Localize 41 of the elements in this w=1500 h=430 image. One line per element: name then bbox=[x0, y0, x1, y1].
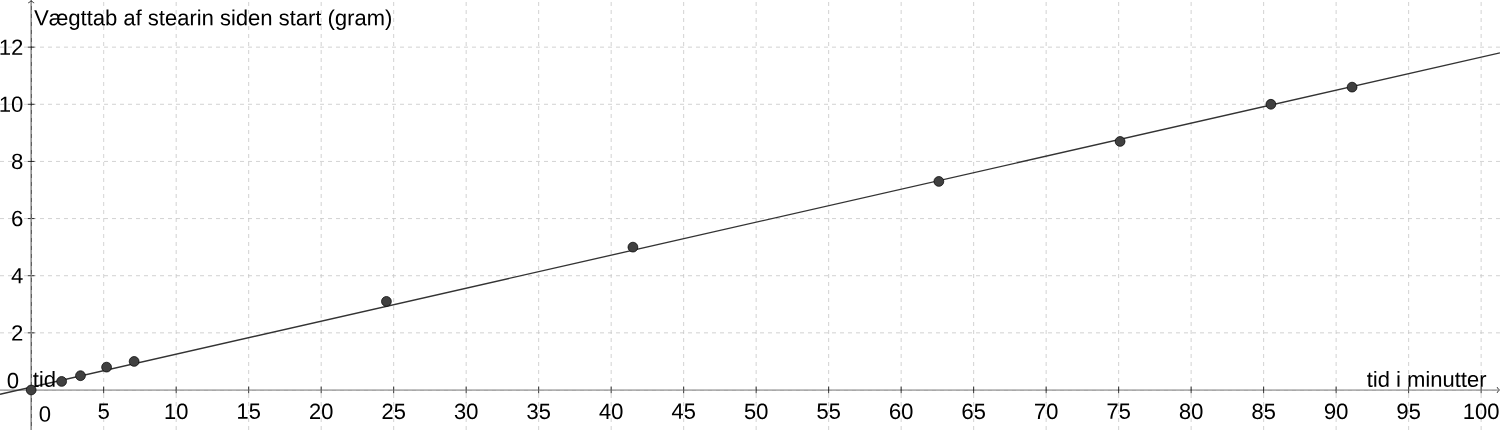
y-tick-label: 6 bbox=[12, 210, 23, 227]
point bbox=[1346, 81, 1358, 93]
point bbox=[56, 376, 67, 387]
x-tick-label: 95 bbox=[1397, 403, 1420, 420]
x-tick-label: 80 bbox=[1179, 403, 1203, 420]
x-tick-label: 100 bbox=[1464, 403, 1499, 420]
point bbox=[75, 370, 86, 381]
x-tick-label: 5 bbox=[98, 403, 109, 419]
point bbox=[933, 176, 945, 187]
x-tick-label: 70 bbox=[1035, 403, 1058, 420]
point bbox=[1114, 136, 1126, 147]
x-tick-label: 10 bbox=[165, 403, 188, 420]
x-tick-label: 15 bbox=[238, 403, 260, 419]
x-tick-label: 40 bbox=[599, 403, 623, 420]
x-tick-label: 65 bbox=[962, 403, 985, 420]
y-axis-title: Vægttab af stearin siden start (gram) bbox=[34, 9, 391, 30]
point bbox=[128, 356, 140, 367]
x-axis-title: tid i minutter bbox=[1367, 370, 1487, 388]
y-tick-label: 2 bbox=[12, 325, 23, 341]
point bbox=[381, 296, 392, 307]
x-tick-label: 50 bbox=[744, 403, 768, 420]
point bbox=[627, 241, 639, 253]
annotation: tid bbox=[33, 370, 55, 388]
y-tick-label: 0 bbox=[7, 372, 19, 389]
y-tick-label: 8 bbox=[12, 153, 23, 170]
x-tick-label: 85 bbox=[1252, 403, 1275, 420]
x-tick-label: 55 bbox=[817, 403, 840, 419]
x-tick-label: 75 bbox=[1107, 403, 1130, 419]
y-tick-label: 10 bbox=[0, 96, 23, 113]
point bbox=[101, 361, 112, 373]
x-tick-label: 0 bbox=[39, 406, 51, 422]
x-tick-label: 20 bbox=[310, 403, 333, 420]
x-tick-label: 60 bbox=[890, 403, 913, 420]
y-tick-label: 12 bbox=[0, 39, 23, 55]
x-tick-label: 45 bbox=[671, 403, 695, 419]
point bbox=[1265, 99, 1277, 110]
y-tick-label: 4 bbox=[11, 268, 23, 284]
x-tick-label: 30 bbox=[454, 403, 478, 420]
x-tick-label: 90 bbox=[1324, 403, 1348, 420]
x-tick-label: 35 bbox=[527, 403, 550, 420]
x-tick-label: 25 bbox=[382, 403, 405, 420]
